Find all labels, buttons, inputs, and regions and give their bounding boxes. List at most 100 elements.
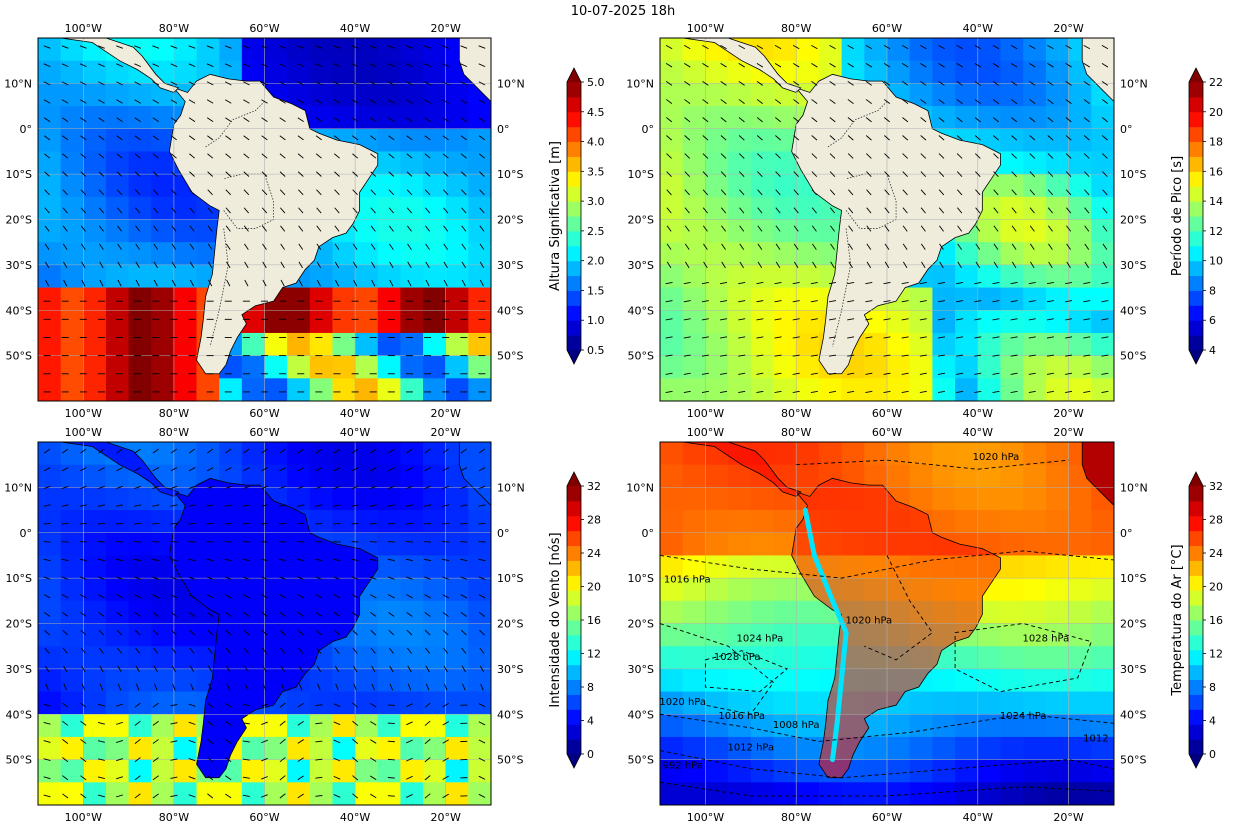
field-cell <box>864 355 888 379</box>
vector-arrow <box>775 225 781 232</box>
vector-arrow <box>43 576 51 580</box>
vector-arrow <box>683 372 691 375</box>
vector-arrow <box>1029 207 1035 214</box>
vector-arrow <box>1083 300 1091 303</box>
lat-tick-label-left: 20°S <box>628 618 654 631</box>
colorbar-band <box>567 649 581 666</box>
field-cell <box>977 442 1002 466</box>
vector-arrow <box>738 153 745 159</box>
vector-arrow <box>79 594 87 599</box>
vector-arrow <box>1010 354 1018 357</box>
field-cell <box>1000 242 1024 266</box>
vector-arrow <box>225 739 232 744</box>
vector-arrow <box>811 171 818 177</box>
colorbar-tick-label: 2.5 <box>587 225 605 238</box>
colorbar-tick-label: 5.0 <box>587 76 605 89</box>
lat-tick-label-right: 10°N <box>1120 77 1148 90</box>
lon-tick-label-bottom: 40°W <box>963 811 993 824</box>
field-cell <box>955 782 979 805</box>
vector-arrow <box>848 189 854 196</box>
vector-arrow <box>738 44 745 50</box>
field-cell <box>38 151 62 175</box>
lat-tick-label-right: 10°S <box>497 572 523 585</box>
vector-arrow <box>829 171 836 177</box>
lat-tick-label-left: 50°S <box>6 350 32 363</box>
lat-tick-label-right: 0° <box>1120 527 1133 540</box>
field-cell <box>796 646 820 670</box>
vector-arrow <box>334 225 340 232</box>
field-cell <box>682 464 706 488</box>
field-cell <box>151 555 175 579</box>
vector-arrow <box>1102 225 1108 232</box>
vector-arrow <box>262 225 267 232</box>
field-cell <box>400 151 424 175</box>
vector-arrow <box>847 390 855 393</box>
vector-arrow <box>425 683 430 691</box>
vector-arrow <box>461 243 467 250</box>
vector-arrow <box>720 354 728 357</box>
field-cell <box>909 378 933 401</box>
field-cell <box>377 578 401 602</box>
field-cell <box>264 332 288 357</box>
vector-arrow <box>1083 44 1091 50</box>
vector-arrow <box>701 390 709 393</box>
vector-arrow <box>1047 63 1054 68</box>
vector-arrow <box>720 99 727 104</box>
vector-arrow <box>406 721 413 726</box>
field-cell <box>1068 668 1092 693</box>
field-cell <box>173 355 198 379</box>
vector-arrow <box>792 300 800 303</box>
colorbar-tick-label: 1.0 <box>587 314 605 327</box>
vector-arrow <box>370 243 376 250</box>
vector-arrow <box>170 704 178 707</box>
vector-arrow <box>1046 336 1054 339</box>
field-cell <box>105 487 130 511</box>
vector-arrow <box>116 81 123 86</box>
vector-arrow <box>738 336 746 339</box>
vector-arrow <box>81 261 86 269</box>
isobar <box>660 623 775 715</box>
field-cell <box>796 782 820 805</box>
field-cell <box>1045 196 1070 221</box>
field-cell <box>773 38 797 62</box>
field-cell <box>355 310 379 334</box>
lon-tick-label-bottom: 60°W <box>872 811 902 824</box>
field-cell <box>1045 83 1070 107</box>
field-cell <box>977 378 1002 401</box>
vector-arrow <box>424 117 431 122</box>
colorbar-label: Período de Pico [s] <box>1170 156 1185 276</box>
field-cell <box>1068 782 1092 805</box>
field-cell <box>105 578 130 602</box>
vector-arrow <box>442 467 450 472</box>
field-cell <box>355 600 379 625</box>
vector-arrow <box>720 318 728 321</box>
vector-arrow <box>188 576 196 580</box>
field-cell <box>1068 196 1092 221</box>
vector-arrow <box>756 281 764 285</box>
vector-arrow <box>939 225 944 232</box>
vector-arrow <box>738 81 745 86</box>
vector-arrow <box>298 243 304 250</box>
vector-arrow <box>152 171 159 177</box>
field-cell <box>932 782 956 805</box>
field-cell <box>1068 578 1092 602</box>
vector-arrow <box>243 117 250 122</box>
colorbar-tick-label: 8 <box>587 681 594 694</box>
vector-arrow <box>369 45 377 49</box>
isobar-label: 1020 hPa <box>845 616 892 627</box>
field-cell <box>955 38 979 62</box>
vector-arrow <box>62 702 69 708</box>
field-cell <box>864 310 888 334</box>
vector-arrow <box>1029 63 1036 68</box>
colorbar-band <box>1189 96 1203 113</box>
field-cell <box>309 442 334 466</box>
isobar-label: 1024 hPa <box>737 634 784 645</box>
lon-tick-label-bottom: 60°W <box>249 407 279 420</box>
vector-arrow <box>738 372 746 375</box>
vector-arrow <box>478 775 486 780</box>
vector-arrow <box>1101 354 1109 357</box>
field-cell <box>796 668 820 693</box>
vector-arrow <box>79 558 87 562</box>
vector-arrow <box>957 225 963 232</box>
vector-arrow <box>44 665 50 673</box>
